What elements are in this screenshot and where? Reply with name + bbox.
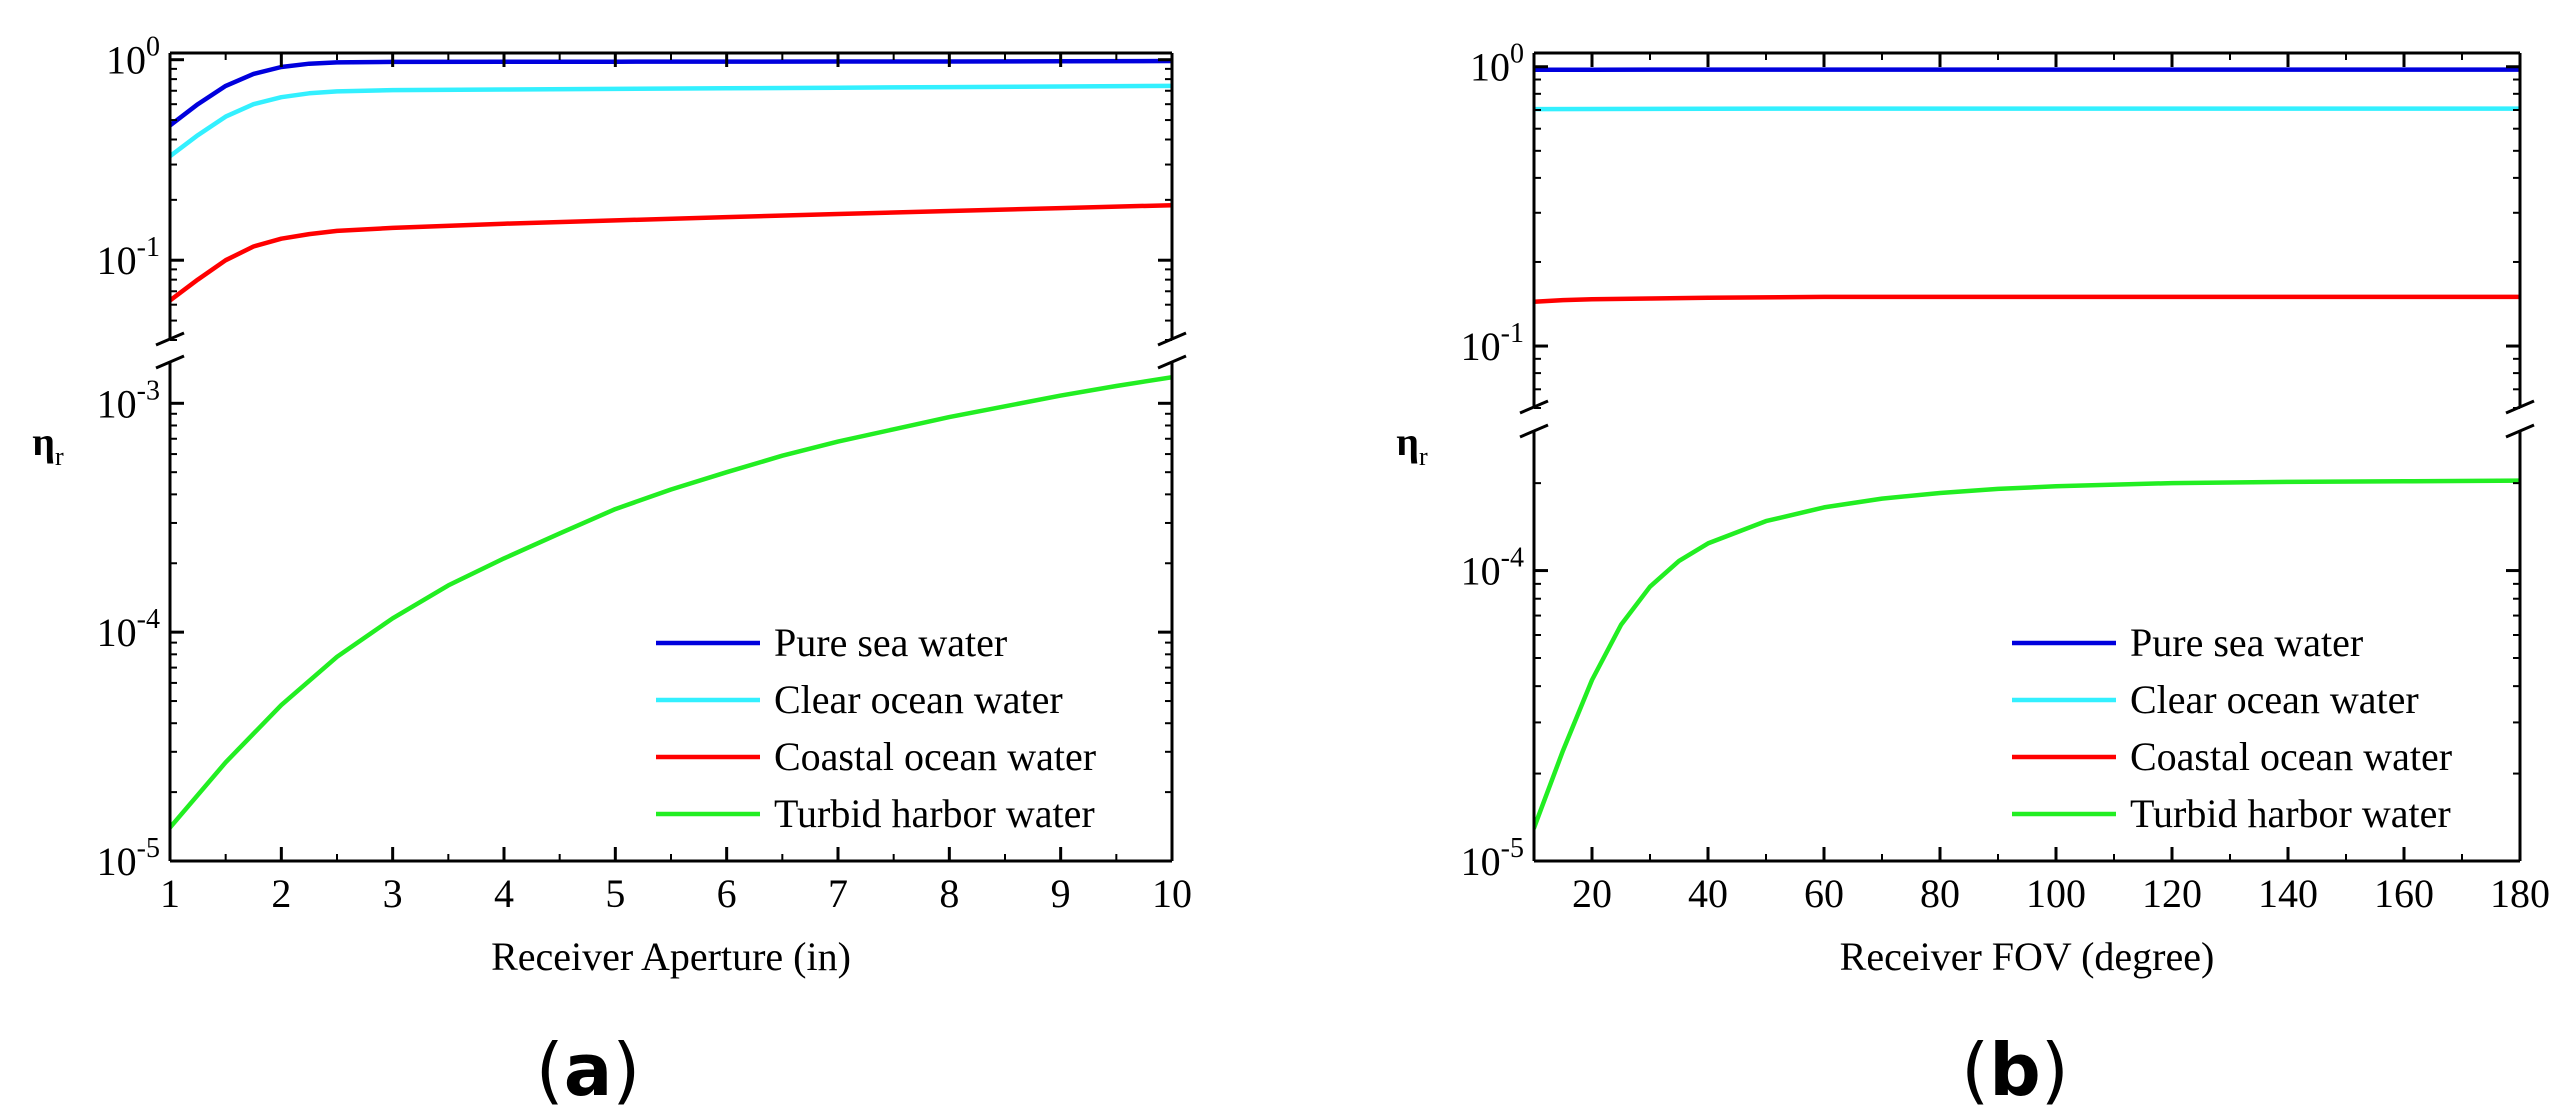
- x-tick-label: 1: [160, 871, 180, 916]
- axis-break-mark: [1519, 423, 1549, 439]
- x-tick-label: 20: [1572, 871, 1612, 916]
- y-tick-label: 10-1: [97, 232, 160, 283]
- x-tick-label: 60: [1804, 871, 1844, 916]
- panel-label-close: ): [2041, 1028, 2069, 1112]
- x-tick-label: 6: [717, 871, 737, 916]
- x-tick-label: 140: [2258, 871, 2318, 916]
- series-line-coastal-ocean-water: [170, 202, 1172, 303]
- y-tick-label: 10-1: [1461, 318, 1524, 369]
- series-line-clear-ocean-water: [1534, 106, 2520, 112]
- y-tick-label: 10-4: [97, 604, 160, 655]
- y-axis-title: ηr: [32, 419, 64, 471]
- panel-label-open: (: [1961, 1028, 1989, 1112]
- y-tick-exponent: 0: [146, 32, 160, 63]
- panel-b-chart: 20 40 60 80 100 120 140 160 180 100 10-1 10-4 10-5 Re…: [1396, 39, 2550, 1112]
- y-tick-label: 10-5: [1461, 833, 1524, 884]
- legend-label: Turbid harbor water: [774, 791, 1095, 836]
- x-tick-label: 40: [1688, 871, 1728, 916]
- axis-break-mark: [2505, 423, 2535, 439]
- x-tick-label: 9: [1051, 871, 1071, 916]
- series-line-turbid-harbor-water: [1534, 478, 2520, 831]
- y-tick-exponent: 0: [1510, 39, 1524, 70]
- x-tick-label: 3: [383, 871, 403, 916]
- x-tick-label: 160: [2374, 871, 2434, 916]
- y-axis-title: ηr: [1396, 419, 1428, 471]
- axis-break-mark: [155, 354, 185, 370]
- legend-label: Pure sea water: [774, 620, 1007, 665]
- legend-label: Turbid harbor water: [2130, 791, 2451, 836]
- legend-label: Clear ocean water: [2130, 677, 2419, 722]
- y-tick-label: 10-5: [97, 833, 160, 884]
- x-axis-ticks: 20 40 60 80 100 120 140 160 180: [1533, 53, 2550, 916]
- y-tick-exponent: -4: [137, 604, 160, 635]
- panel-label: (b): [1961, 1028, 2069, 1112]
- y-tick-exponent: -5: [137, 833, 160, 864]
- x-tick-label: 80: [1920, 871, 1960, 916]
- axis-break-mark: [1157, 354, 1187, 370]
- y-tick-exponent: -3: [137, 375, 160, 406]
- x-tick-label: 2: [271, 871, 291, 916]
- legend-label: Coastal ocean water: [2130, 734, 2452, 779]
- x-tick-label: 8: [939, 871, 959, 916]
- y-tick-label: 100: [106, 32, 160, 83]
- x-axis-title: Receiver Aperture (in): [491, 934, 851, 979]
- y-tick-exponent: -4: [1501, 543, 1524, 574]
- x-tick-label: 180: [2490, 871, 2550, 916]
- panel-label-open: (: [536, 1028, 564, 1112]
- legend-label: Coastal ocean water: [774, 734, 1096, 779]
- panel-label-letter: a: [564, 1028, 613, 1112]
- x-tick-label: 7: [828, 871, 848, 916]
- y-tick-exponent: -1: [1501, 318, 1524, 349]
- axes-frame: [1519, 51, 2535, 863]
- x-axis-title: Receiver FOV (degree): [1840, 934, 2215, 979]
- y-axis-title-subscript: r: [1419, 442, 1428, 471]
- panel-label-letter: b: [1989, 1028, 2041, 1112]
- series-line-turbid-harbor-water: [170, 374, 1172, 830]
- legend: Pure sea water Clear ocean water Coastal o…: [2012, 620, 2452, 836]
- panel-a-chart: 1 2 3 4 5 6 7 8 9 10 100 10-1 10-3 10-4 10-5 Receiver A…: [32, 32, 1192, 1112]
- x-tick-label: 120: [2142, 871, 2202, 916]
- panel-label: (a): [536, 1028, 641, 1112]
- y-tick-label: 10-3: [97, 375, 160, 426]
- y-tick-exponent: -5: [1501, 833, 1524, 864]
- y-tick-label: 100: [1470, 39, 1524, 90]
- x-axis-ticks: 1 2 3 4 5 6 7 8 9 10: [160, 53, 1192, 916]
- legend-label: Clear ocean water: [774, 677, 1063, 722]
- y-tick-label: 10-4: [1461, 543, 1524, 594]
- x-tick-label: 10: [1152, 871, 1192, 916]
- x-tick-label: 5: [605, 871, 625, 916]
- y-tick-exponent: -1: [137, 232, 160, 263]
- x-tick-label: 4: [494, 871, 514, 916]
- series-line-coastal-ocean-water: [1534, 294, 2520, 305]
- x-tick-label: 100: [2026, 871, 2086, 916]
- panel-label-close: ): [612, 1028, 640, 1112]
- y-axis-title-subscript: r: [55, 442, 64, 471]
- legend: Pure sea water Clear ocean water Coastal o…: [656, 620, 1096, 836]
- series-line-clear-ocean-water: [170, 83, 1172, 159]
- legend-label: Pure sea water: [2130, 620, 2363, 665]
